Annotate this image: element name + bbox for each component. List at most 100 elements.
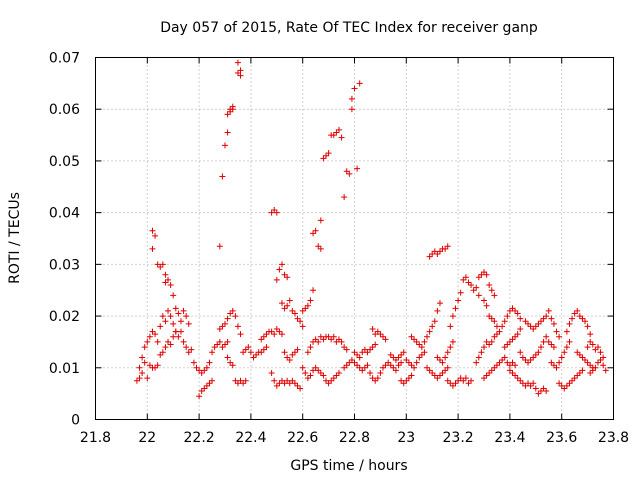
data-point	[152, 364, 159, 371]
data-point	[418, 344, 425, 351]
data-point	[286, 297, 293, 304]
data-point	[281, 305, 288, 312]
data-point	[247, 349, 254, 356]
data-point	[540, 315, 547, 322]
data-point	[330, 375, 337, 382]
data-point	[421, 338, 428, 345]
data-point	[343, 346, 350, 353]
data-point	[294, 346, 301, 353]
data-point	[359, 349, 366, 356]
data-point	[478, 349, 485, 356]
data-point	[325, 333, 332, 340]
data-point	[460, 377, 467, 384]
data-point	[509, 369, 516, 376]
data-point	[157, 351, 164, 358]
data-point	[372, 331, 379, 338]
data-point	[434, 354, 441, 361]
data-point	[258, 349, 265, 356]
data-point	[571, 375, 578, 382]
data-point	[219, 323, 226, 330]
data-point	[486, 282, 493, 289]
data-point	[462, 375, 469, 382]
data-point	[488, 367, 495, 374]
data-point	[452, 380, 459, 387]
data-point	[434, 251, 441, 258]
data-point	[426, 328, 433, 335]
data-point	[229, 106, 236, 113]
data-point	[369, 375, 376, 382]
data-point	[320, 155, 327, 162]
data-point	[491, 318, 498, 325]
data-point	[341, 194, 348, 201]
data-point	[325, 380, 332, 387]
data-point	[237, 72, 244, 79]
data-point	[188, 346, 195, 353]
data-point	[566, 320, 573, 327]
data-point	[486, 313, 493, 320]
data-point	[527, 357, 534, 364]
data-point	[426, 367, 433, 374]
data-point	[382, 336, 389, 343]
data-point	[317, 217, 324, 224]
data-point	[310, 230, 317, 237]
data-point	[258, 336, 265, 343]
plot-frame	[95, 57, 614, 420]
data-point	[237, 331, 244, 338]
data-point	[304, 302, 311, 309]
data-point	[382, 362, 389, 369]
data-point	[444, 349, 451, 356]
data-point	[201, 385, 208, 392]
data-point	[525, 380, 532, 387]
data-point	[395, 354, 402, 361]
data-point	[323, 152, 330, 159]
data-point	[584, 323, 591, 330]
data-point	[569, 377, 576, 384]
data-point	[250, 354, 257, 361]
data-point	[273, 382, 280, 389]
data-point	[600, 354, 607, 361]
data-point	[304, 349, 311, 356]
data-point	[506, 367, 513, 374]
data-point	[543, 388, 550, 395]
data-point	[527, 382, 534, 389]
data-point	[411, 336, 418, 343]
data-point	[390, 364, 397, 371]
data-point	[525, 359, 532, 366]
data-point	[369, 344, 376, 351]
data-point	[278, 300, 285, 307]
data-point	[582, 318, 589, 325]
data-point	[338, 134, 345, 141]
data-point	[587, 362, 594, 369]
data-point	[185, 320, 192, 327]
data-point	[377, 369, 384, 376]
data-point	[398, 359, 405, 366]
x-tick-label: 23.6	[546, 430, 577, 446]
data-point	[475, 274, 482, 281]
data-point	[144, 338, 151, 345]
data-point	[403, 377, 410, 384]
data-point	[268, 369, 275, 376]
data-point	[211, 344, 218, 351]
data-point	[260, 346, 267, 353]
data-point	[587, 369, 594, 376]
y-tick-labels: 0 0.01 0.02 0.03 0.04 0.05 0.06 0.07	[49, 51, 80, 429]
data-point	[600, 362, 607, 369]
data-point	[592, 346, 599, 353]
data-point	[514, 331, 521, 338]
data-point	[493, 323, 500, 330]
data-point	[271, 207, 278, 214]
data-point	[558, 354, 565, 361]
data-point	[315, 367, 322, 374]
data-point	[286, 357, 293, 364]
data-point	[473, 359, 480, 366]
data-point	[470, 287, 477, 294]
data-point	[307, 297, 314, 304]
data-point	[574, 307, 581, 314]
data-point	[473, 284, 480, 291]
axis-ticks	[95, 57, 614, 420]
data-point	[289, 377, 296, 384]
data-point	[416, 341, 423, 348]
data-point	[584, 359, 591, 366]
data-point	[481, 269, 487, 276]
data-point	[206, 359, 213, 366]
